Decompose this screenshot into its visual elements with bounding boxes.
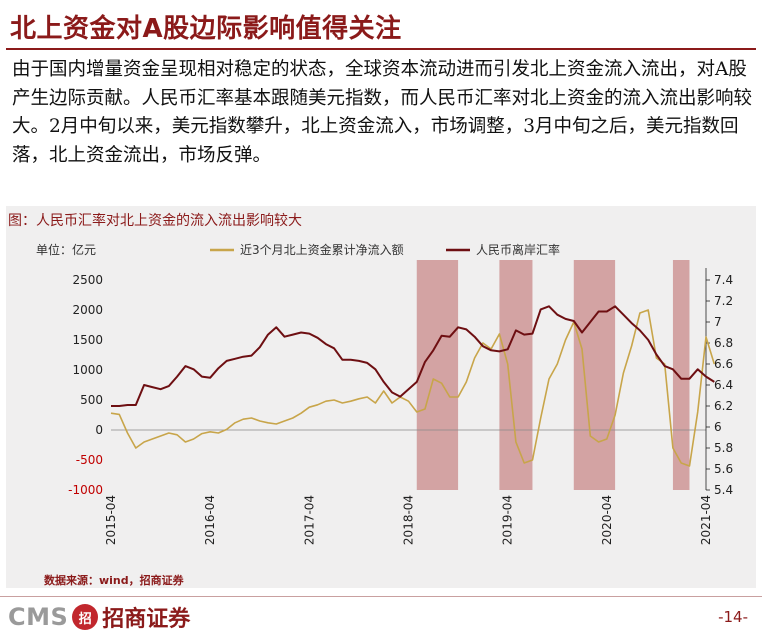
x-tick-label: 2021-04 <box>699 495 713 545</box>
logo-brand-text: 招商证券 <box>102 607 191 632</box>
x-tick-label: 2018-04 <box>402 495 416 545</box>
left-tick-label: -1000 <box>68 483 103 497</box>
figure-caption: 图：人民币汇率对北上资金的流入流出影响较大 <box>8 213 302 229</box>
body-paragraph: 由于国内增量资金呈现相对稳定的状态，全球资本流动进而引发北上资金流入流出，对A股… <box>12 59 753 166</box>
chart-panel: -1000 -500 0 500 1000 1500 2000 2500 5.4 5.6 5.8 6… <box>6 206 756 588</box>
shaded-period-1 <box>416 260 459 490</box>
left-tick-label: 1500 <box>72 333 103 347</box>
right-tick-label: 6 <box>714 420 722 434</box>
title-divider <box>6 48 756 50</box>
series-line-northbound-flow <box>110 309 716 467</box>
shaded-period-2 <box>499 260 533 490</box>
x-tick-label: 2019-04 <box>501 495 515 545</box>
data-source: 数据来源：wind，招商证券 <box>44 574 184 587</box>
x-tick-label: 2017-04 <box>302 495 316 545</box>
legend-label: 近3个月北上资金累计净流入额 <box>240 242 404 257</box>
right-tick-label: 6.4 <box>714 378 733 392</box>
page-number: -14- <box>718 608 748 626</box>
left-tick-label: 0 <box>95 423 103 437</box>
left-tick-label: 2500 <box>72 273 103 287</box>
shaded-period-4 <box>672 260 690 490</box>
right-tick-label: 6.2 <box>714 399 733 413</box>
right-tick-label: 7.4 <box>714 273 733 287</box>
right-tick-label: 5.4 <box>714 483 733 497</box>
left-tick-label: 2000 <box>72 303 103 317</box>
right-tick-label: 5.8 <box>714 441 733 455</box>
right-tick-label: 5.6 <box>714 462 733 476</box>
x-tick-label: 2020-04 <box>600 495 614 545</box>
company-logo: CMS 招 招商证券 <box>8 601 190 633</box>
logo-mark-icon: 招 <box>72 604 99 630</box>
right-tick-label: 6.6 <box>714 357 733 371</box>
footer-divider <box>0 596 762 597</box>
chart-unit-label: 单位：亿元 <box>36 242 96 257</box>
legend-label: 人民币离岸汇率 <box>476 242 560 257</box>
left-tick-label: -500 <box>76 453 103 467</box>
page-title: 北上资金对A股边际影响值得关注 <box>10 14 402 44</box>
x-tick-label: 2015-04 <box>104 495 118 545</box>
left-tick-label: 1000 <box>72 363 103 377</box>
left-tick-label: 500 <box>80 393 103 407</box>
right-tick-label: 6.8 <box>714 336 733 350</box>
right-tick-label: 7.2 <box>714 294 733 308</box>
series-line-cnh-rate <box>111 305 715 407</box>
logo-cms-text: CMS <box>8 603 69 631</box>
right-tick-label: 7 <box>714 315 722 329</box>
chart-svg: -1000 -500 0 500 1000 1500 2000 2500 5.4 5.6 5.8 6… <box>36 242 733 545</box>
shaded-period-3 <box>573 260 616 490</box>
x-tick-label: 2016-04 <box>203 495 217 545</box>
